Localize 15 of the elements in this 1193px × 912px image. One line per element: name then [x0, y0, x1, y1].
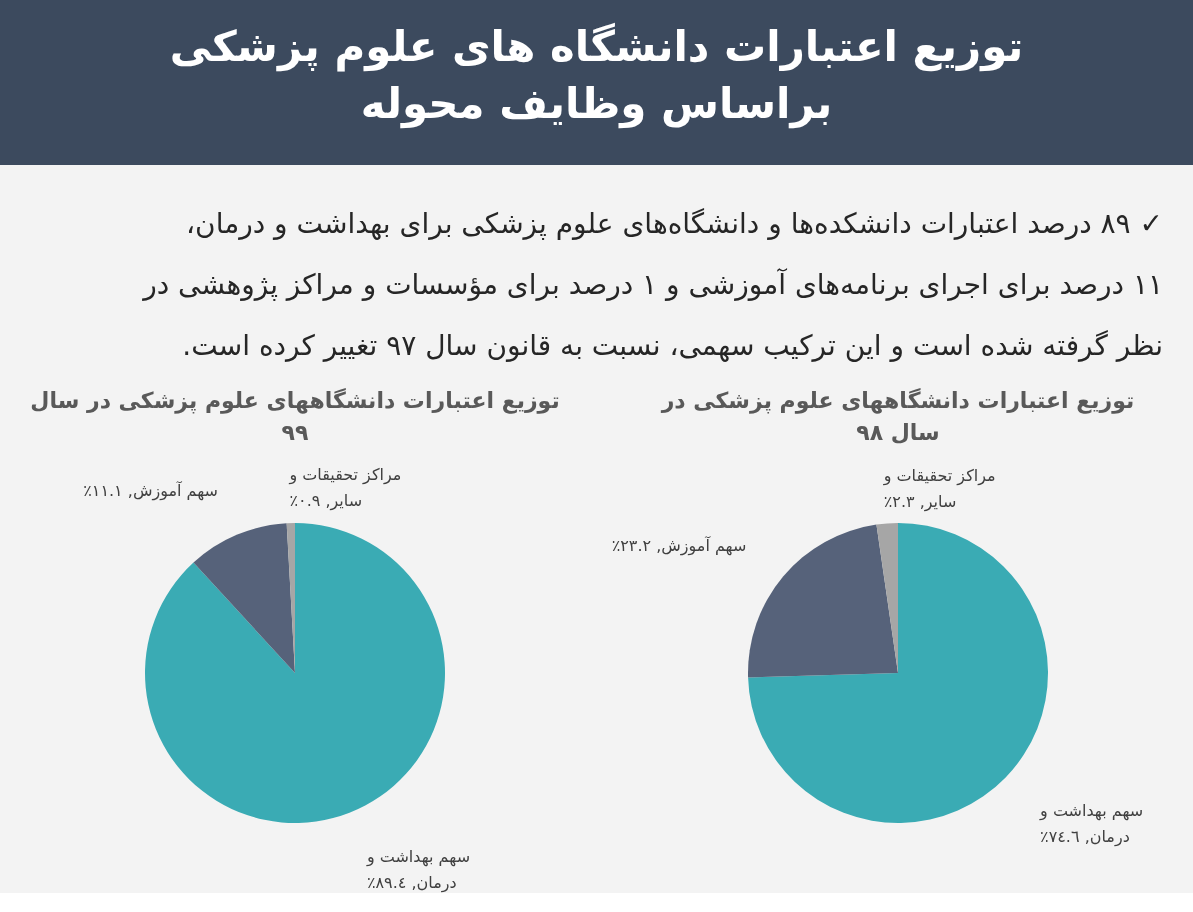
pie-slice [145, 523, 445, 823]
slice-label: سهم آموزش, ٢٣.٢٪ [611, 535, 747, 556]
slice-label: سهم بهداشت و درمان, ٧٤.٦٪ [1039, 800, 1144, 847]
chart-title: توزیع اعتبارات دانشگاههای علوم پزشکی در سال ۹۹ [30, 387, 560, 445]
chart-title: توزیع اعتبارات دانشگاههای علوم پزشکی در سال ۹۸ [660, 387, 1135, 445]
text: ✓ ۸۹ درصد اعتبارات دانشکده‌ها و دانشگاه‌های علوم پزشکی برای بهداشت و درمان، ۱۱ درصد برای اجرای برنامه‌های آموزشی و ۱ درصد برای مؤسسات و مراکز پژوهشی در نظر گرفته شده است و این ترکیب سهمی، نسبت به قانون سال ۹۷ تغییر کرده است. [141, 207, 1163, 362]
slice-label: مراکز تحقیقات و سایر, ٠.٩٪ [288, 465, 402, 512]
slice-label: سهم بهداشت و درمان, ٨٩.٤٪ [365, 847, 471, 894]
pie-slice [748, 523, 1048, 823]
pie-slice [876, 523, 898, 673]
text: توزیع اعتبارات دانشگاه های علوم پزشکی براساس وظایف محوله [169, 22, 1024, 129]
pie-slice [193, 523, 295, 673]
slice-label: مراکز تحقیقات و سایر, ٢.٣٪ [882, 465, 996, 512]
pie-slice [748, 524, 898, 678]
slice-label: سهم آموزش, ١١.١٪ [83, 480, 218, 501]
